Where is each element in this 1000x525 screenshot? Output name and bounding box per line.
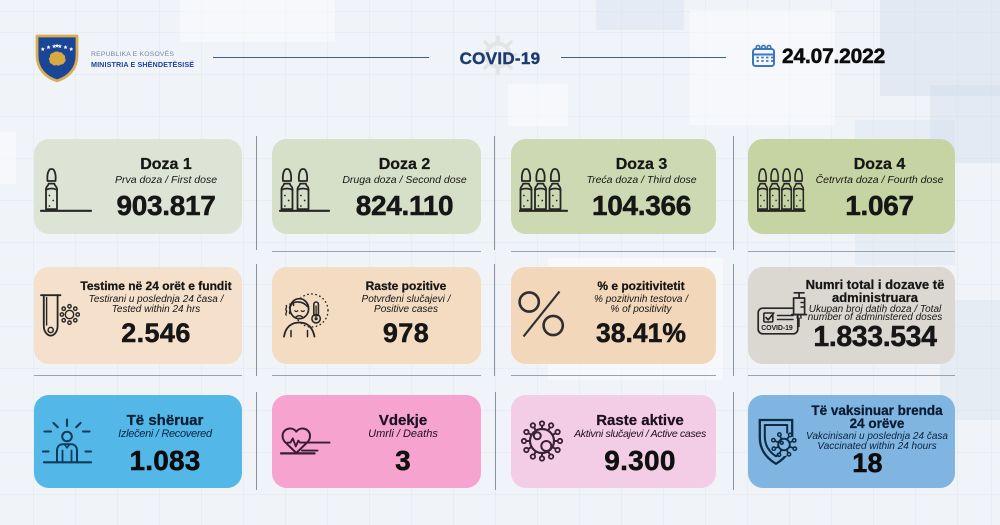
svg-text:COVID-19: COVID-19	[761, 325, 793, 332]
